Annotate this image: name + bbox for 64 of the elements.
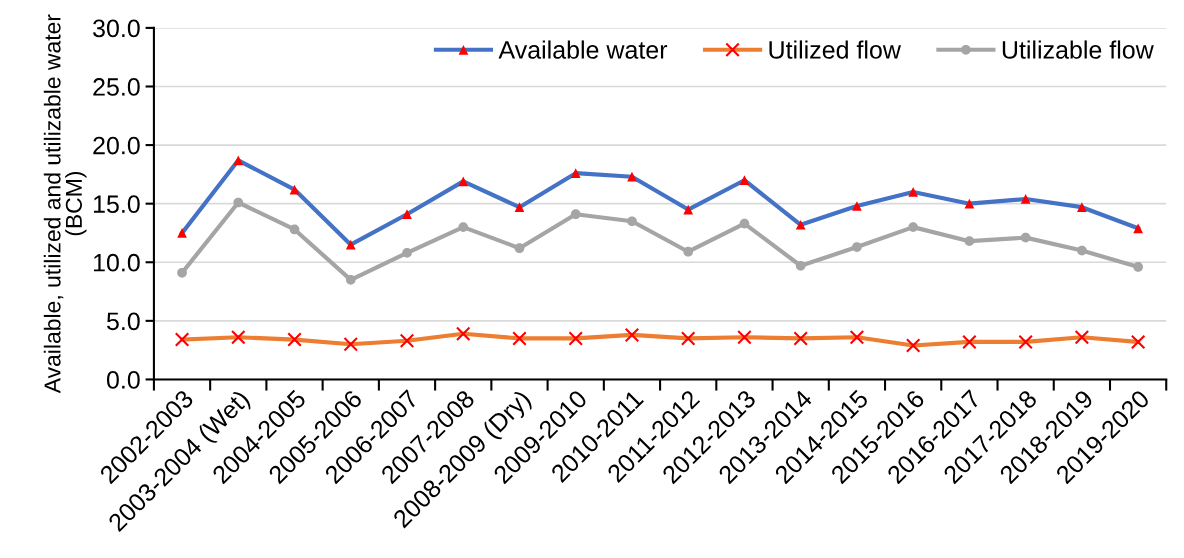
point [289,224,300,235]
point [852,242,862,252]
legend-label: Utilized flow [769,40,901,59]
point [849,329,865,345]
point [964,198,975,209]
point [624,327,640,343]
point [177,228,187,238]
point [1018,334,1033,350]
point [737,329,752,345]
point [1133,223,1143,234]
legend-label: Available water [498,40,668,59]
point [852,201,862,211]
point [962,334,977,350]
point [514,243,525,254]
point [908,222,919,232]
point [1130,334,1146,350]
y-tick-label: 5.0 [106,312,140,331]
y-tick-label: 0.0 [106,371,140,389]
point [512,331,527,346]
y-tick-label: 20.0 [93,136,140,155]
point [683,246,694,257]
point [1020,232,1031,243]
y-tick-label: 25.0 [93,78,140,96]
y-axis-title: Available, utilized and utilizable water (BCM) [43,14,87,394]
point [739,218,750,229]
point [174,332,190,347]
point [795,260,806,271]
legend-label: Utilizable flow [1002,40,1154,59]
point [458,222,469,232]
point [514,202,525,213]
point [793,331,808,346]
point [908,187,919,197]
point [680,331,696,346]
point [287,332,302,347]
y-tick-label: 15.0 [93,195,140,213]
point [1133,262,1143,272]
point [345,239,356,250]
point [1077,245,1087,256]
point [570,168,581,179]
point [230,329,246,345]
point [568,331,584,346]
point [627,216,637,227]
point [458,176,469,187]
point [402,248,412,258]
point [964,236,975,247]
point [1074,329,1090,345]
point [627,171,637,182]
y-tick-label: 10.0 [93,253,140,272]
point [345,274,356,285]
point [905,338,921,353]
point [795,219,806,230]
point [570,209,581,220]
point [402,209,412,220]
point [1020,194,1031,204]
point [1077,202,1087,213]
point [399,333,415,349]
point [683,204,694,215]
point [739,175,750,186]
point [455,326,471,342]
point [177,267,187,278]
point [233,155,244,166]
y-tick-label: 30.0 [93,19,140,38]
point [233,197,244,208]
point [343,337,359,352]
